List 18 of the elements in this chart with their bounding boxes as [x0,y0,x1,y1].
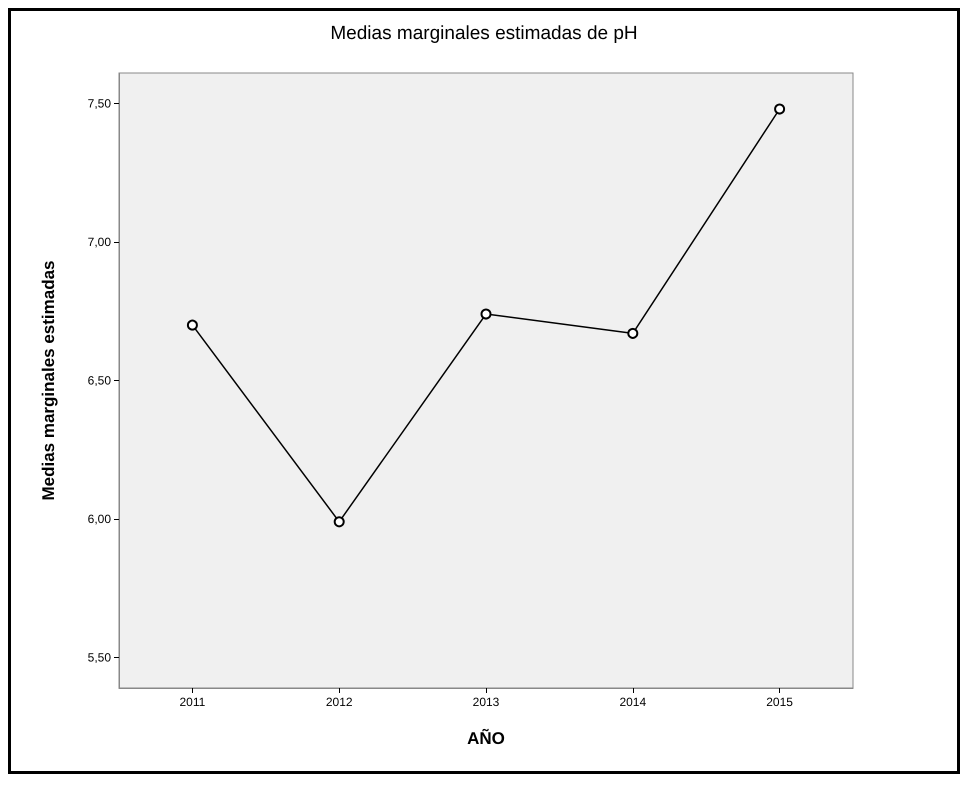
y-tick-label: 7,50 [88,96,112,110]
y-tick-label: 6,00 [88,512,112,526]
y-tick-label: 6,50 [88,374,112,388]
x-tick-label: 2013 [472,695,500,709]
x-tick-label: 2015 [766,695,794,709]
x-tick-label: 2012 [326,695,353,709]
chart-title: Medias marginales estimadas de pH [330,23,638,44]
point [627,328,638,339]
point [480,308,492,320]
point [334,516,345,528]
y-axis-title: Medias marginales estimadas [39,260,58,501]
point [186,320,198,331]
point [774,104,786,115]
y-tick-label: 7,00 [88,234,112,249]
x-tick-label: 2014 [619,695,646,709]
y-tick-label: 5,50 [88,650,112,665]
x-axis-title: AÑO [467,728,505,748]
x-tick-label: 2011 [179,695,206,709]
